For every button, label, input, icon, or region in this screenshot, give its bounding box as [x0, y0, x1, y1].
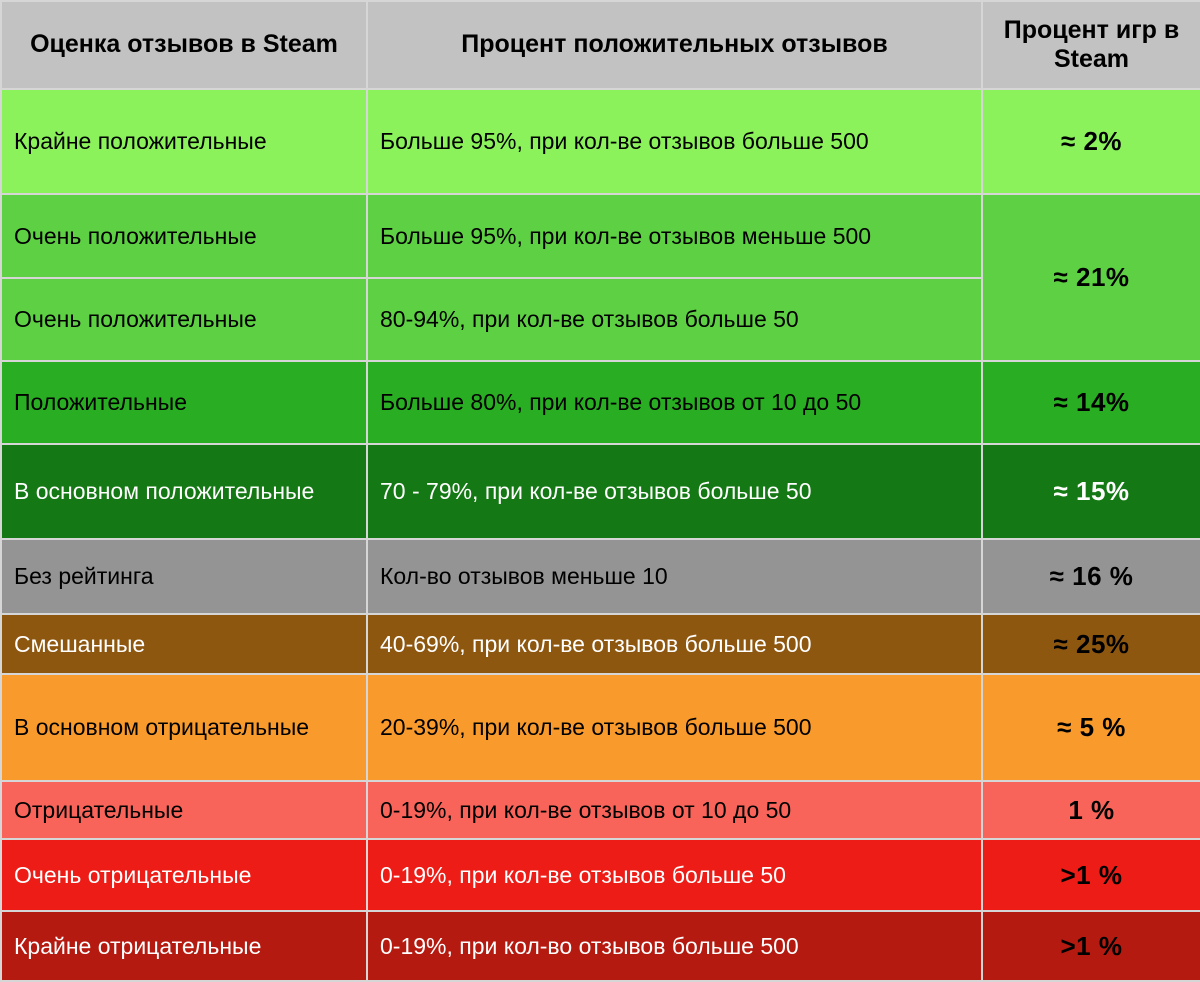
cell-share: ≈ 2% — [981, 88, 1200, 195]
table-row: Крайне положительные Больше 95%, при кол… — [0, 88, 1200, 195]
cell-rating: В основном положительные — [0, 443, 368, 540]
cell-share: ≈ 16 % — [981, 538, 1200, 615]
cell-description: 70 - 79%, при кол-ве отзывов больше 50 — [366, 443, 983, 540]
header-row: Оценка отзывов в Steam Процент положител… — [0, 0, 1200, 90]
column-header-share-of-games: Процент игр в Steam — [981, 0, 1200, 90]
cell-share: ≈ 14% — [981, 360, 1200, 445]
column-header-rating: Оценка отзывов в Steam — [0, 0, 368, 90]
table-row: Отрицательные 0-19%, при кол-ве отзывов … — [0, 780, 1200, 840]
cell-rating: Отрицательные — [0, 780, 368, 840]
table-row: Без рейтинга Кол-во отзывов меньше 10 ≈ … — [0, 538, 1200, 615]
table-row: Очень положительные Больше 95%, при кол-… — [0, 193, 1200, 362]
cell-description: 20-39%, при кол-ве отзывов больше 500 — [366, 673, 983, 782]
cell-description: 40-69%, при кол-ве отзывов больше 500 — [366, 613, 983, 675]
cell-description: 0-19%, при кол-во отзывов больше 500 — [366, 910, 983, 982]
cell-share: >1 % — [981, 910, 1200, 982]
cell-rating: Крайне отрицательные — [0, 910, 368, 982]
cell-rating: Без рейтинга — [0, 538, 368, 615]
cell-share: ≈ 5 % — [981, 673, 1200, 782]
cell-rating: В основном отрицательные — [0, 673, 368, 782]
table-row: В основном положительные 70 - 79%, при к… — [0, 443, 1200, 540]
cell-description: 0-19%, при кол-ве отзывов от 10 до 50 — [366, 780, 983, 840]
cell-description: Больше 95%, при кол-ве отзывов больше 50… — [366, 88, 983, 195]
cell-rating: Очень положительные — [0, 277, 368, 362]
table-row: Очень положительные 80-94%, при кол-ве о… — [0, 277, 1200, 362]
cell-description: Кол-во отзывов меньше 10 — [366, 538, 983, 615]
cell-description: 80-94%, при кол-ве отзывов больше 50 — [366, 277, 983, 362]
cell-rating: Смешанные — [0, 613, 368, 675]
table-row: Смешанные 40-69%, при кол-ве отзывов бол… — [0, 613, 1200, 675]
table-row: В основном отрицательные 20-39%, при кол… — [0, 673, 1200, 782]
cell-share: ≈ 15% — [981, 443, 1200, 540]
table-header: Оценка отзывов в Steam Процент положител… — [0, 0, 1200, 90]
cell-share: ≈ 25% — [981, 613, 1200, 675]
cell-description: Больше 95%, при кол-ве отзывов меньше 50… — [366, 193, 983, 279]
table-row: Положительные Больше 80%, при кол-ве отз… — [0, 360, 1200, 445]
cell-rating: Положительные — [0, 360, 368, 445]
cell-description: 0-19%, при кол-ве отзывов больше 50 — [366, 838, 983, 912]
cell-rating: Очень отрицательные — [0, 838, 368, 912]
cell-share: >1 % — [981, 838, 1200, 912]
table-row: Крайне отрицательные 0-19%, при кол-во о… — [0, 910, 1200, 982]
cell-rating: Крайне положительные — [0, 88, 368, 195]
column-header-percent-positive: Процент положительных отзывов — [366, 0, 983, 90]
table-row: Очень отрицательные 0-19%, при кол-ве от… — [0, 838, 1200, 912]
table-body: Крайне положительные Больше 95%, при кол… — [0, 88, 1200, 982]
cell-share: 1 % — [981, 780, 1200, 840]
cell-rating: Очень положительные — [0, 193, 368, 279]
cell-description: Больше 80%, при кол-ве отзывов от 10 до … — [366, 360, 983, 445]
cell-share-merged: ≈ 21% — [981, 193, 1200, 362]
